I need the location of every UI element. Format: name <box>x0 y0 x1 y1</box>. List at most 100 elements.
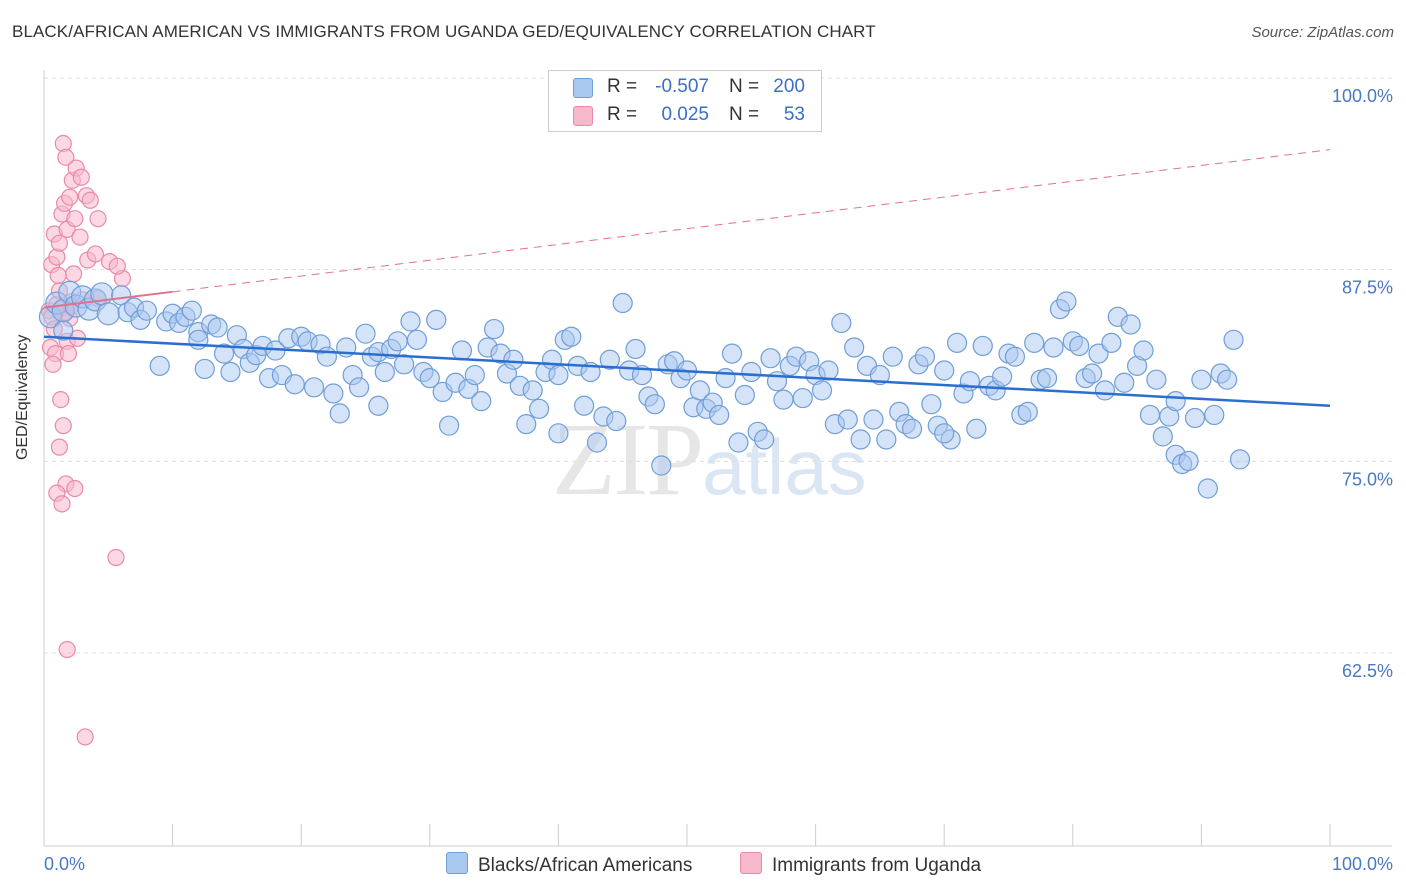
point-blacks-african-americans <box>1081 363 1103 384</box>
point-blacks-african-americans <box>1165 391 1186 412</box>
point-blacks-african-americans <box>548 423 569 444</box>
point-blacks-african-americans <box>136 300 157 321</box>
point-immigrants-from-uganda <box>64 265 83 283</box>
point-blacks-african-americans <box>715 368 736 389</box>
series-immigrants-from-uganda <box>40 134 132 746</box>
watermark-atlas: atlas <box>702 423 867 511</box>
point-blacks-african-americans <box>1146 369 1167 390</box>
point-blacks-african-americans <box>811 380 833 401</box>
point-blacks-african-americans <box>1069 335 1090 357</box>
point-blacks-african-americans <box>831 312 852 334</box>
point-blacks-african-americans <box>419 368 440 389</box>
point-blacks-african-americans <box>438 415 460 436</box>
point-blacks-african-americans <box>284 374 305 395</box>
y-tick-label: 100.0% <box>1332 86 1393 106</box>
point-blacks-african-americans <box>220 361 241 383</box>
point-immigrants-from-uganda <box>89 210 107 228</box>
point-blacks-african-americans <box>1178 450 1199 472</box>
watermark-zip: ZIP <box>552 402 704 517</box>
point-immigrants-from-uganda <box>52 391 70 409</box>
trend-line-uganda-solid <box>43 290 173 309</box>
point-immigrants-from-uganda <box>58 640 76 659</box>
point-blacks-african-americans <box>754 429 775 450</box>
legend-n-value: 200 <box>773 76 805 97</box>
point-immigrants-from-uganda <box>107 548 125 567</box>
point-blacks-african-americans <box>393 354 415 375</box>
legend-n-label: N = <box>729 76 760 97</box>
point-blacks-african-americans <box>921 394 942 415</box>
point-blacks-african-americans <box>464 364 485 386</box>
bottom-legend-blacks: Blacks/African Americans <box>446 852 692 877</box>
x-tick-label-max: 100.0% <box>1332 854 1393 874</box>
point-blacks-african-americans <box>914 346 936 367</box>
point-immigrants-from-uganda <box>86 245 105 263</box>
legend-r-value: -0.507 <box>655 76 709 97</box>
point-blacks-african-americans <box>1024 332 1045 353</box>
correlation-legend: R = -0.507 N = 200 R = 0.025 N = 53 <box>548 70 822 132</box>
point-blacks-african-americans <box>426 309 447 330</box>
chart-title: BLACK/AFRICAN AMERICAN VS IMMIGRANTS FRO… <box>12 22 876 41</box>
point-immigrants-from-uganda <box>66 479 84 498</box>
legend-row-blacks: R = -0.507 N = 200 <box>549 73 821 101</box>
point-blacks-african-americans <box>599 349 620 370</box>
point-immigrants-from-uganda <box>50 438 69 456</box>
point-blacks-african-americans <box>1114 372 1135 393</box>
point-blacks-african-americans <box>1056 291 1077 312</box>
legend-r-label: R = <box>607 104 638 125</box>
trend-line-uganda-dashed <box>172 149 1331 293</box>
point-blacks-african-americans <box>529 398 550 419</box>
point-blacks-african-americans <box>548 364 569 386</box>
point-blacks-african-americans <box>484 318 505 340</box>
point-blacks-african-americans <box>1101 332 1122 353</box>
point-blacks-african-americans <box>946 332 968 353</box>
point-blacks-african-americans <box>934 360 955 381</box>
point-blacks-african-americans <box>1004 346 1026 367</box>
point-blacks-african-americans <box>1094 380 1116 401</box>
point-blacks-african-americans <box>644 394 665 415</box>
point-blacks-african-americans <box>972 335 993 357</box>
bottom-legend-swatch-pink <box>740 852 762 874</box>
point-blacks-african-americans <box>316 346 338 367</box>
point-immigrants-from-uganda <box>61 188 79 206</box>
point-blacks-african-americans <box>574 395 595 416</box>
point-blacks-african-americans <box>991 366 1013 387</box>
point-blacks-african-americans <box>901 418 923 439</box>
point-blacks-african-americans <box>1036 368 1058 389</box>
legend-row-uganda: R = 0.025 N = 53 <box>549 101 821 129</box>
point-blacks-african-americans <box>689 380 710 401</box>
point-blacks-african-americans <box>522 380 543 401</box>
point-immigrants-from-uganda <box>76 728 94 746</box>
point-blacks-african-americans <box>406 329 428 350</box>
point-blacks-african-americans <box>1229 449 1251 470</box>
point-blacks-african-americans <box>374 361 395 383</box>
point-immigrants-from-uganda <box>108 257 126 275</box>
bottom-legend-uganda: Immigrants from Uganda <box>740 852 981 877</box>
tick-labels: 62.5% 75.0% 87.5% 100.0% 0.0% 100.0% <box>44 86 1393 874</box>
point-blacks-african-americans <box>355 323 376 344</box>
point-blacks-african-americans <box>818 360 839 381</box>
point-immigrants-from-uganda <box>57 148 75 166</box>
point-blacks-african-americans <box>844 337 865 358</box>
point-blacks-african-americans <box>1043 337 1064 358</box>
point-blacks-african-americans <box>1197 478 1218 499</box>
point-immigrants-from-uganda <box>81 191 99 209</box>
legend-n-label: N = <box>729 104 760 125</box>
point-blacks-african-americans <box>586 432 608 453</box>
point-blacks-african-americans <box>181 300 202 321</box>
point-blacks-african-americans <box>368 395 389 416</box>
point-blacks-african-americans <box>303 377 325 398</box>
point-blacks-african-americans <box>1133 340 1154 361</box>
point-blacks-african-americans <box>400 311 421 332</box>
point-blacks-african-americans <box>561 326 582 347</box>
point-blacks-african-americans <box>1139 404 1161 426</box>
axes <box>43 70 1392 847</box>
point-immigrants-from-uganda <box>54 417 72 435</box>
point-blacks-african-americans <box>329 403 350 424</box>
point-blacks-african-americans <box>625 338 646 360</box>
point-blacks-african-americans <box>1191 369 1212 390</box>
point-blacks-african-americans <box>1223 329 1244 350</box>
point-immigrants-from-uganda <box>50 234 69 252</box>
point-blacks-african-americans <box>728 432 749 453</box>
point-blacks-african-americans <box>194 358 215 380</box>
series-blacks-african-americans <box>38 280 1251 499</box>
